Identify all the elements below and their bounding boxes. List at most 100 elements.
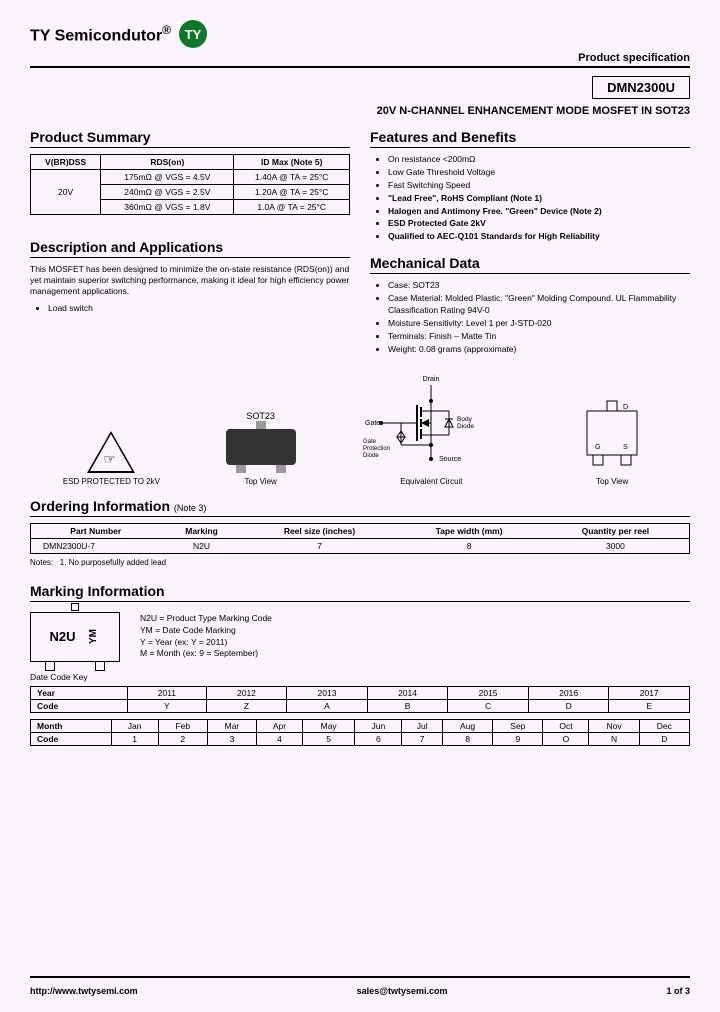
ordering-header: Marking	[160, 523, 242, 538]
sot23-label: SOT23	[226, 411, 296, 421]
code-cell: Dec	[639, 719, 689, 732]
year-header: Year	[31, 686, 128, 699]
code-cell: Jul	[402, 719, 443, 732]
mechanical-item: Case Material: Molded Plastic. "Green" M…	[388, 293, 690, 317]
ordering-cell: 3000	[542, 538, 690, 553]
summary-cell: 1.40A @ TA = 25°C	[234, 170, 350, 185]
code-cell: B	[367, 699, 448, 712]
svg-text:Drain: Drain	[423, 376, 440, 383]
ordering-header: Quantity per reel	[542, 523, 690, 538]
summary-cell: 175mΩ @ VGS = 4.5V	[101, 170, 234, 185]
code-cell: 1	[111, 732, 158, 745]
summary-table: V(BR)DSS RDS(on) ID Max (Note 5) 20V 175…	[30, 154, 350, 215]
marking-desc-line: M = Month (ex: 9 = September)	[140, 648, 272, 660]
mechanical-list: Case: SOT23Case Material: Molded Plastic…	[370, 280, 690, 355]
pinout-caption: Top View	[567, 477, 657, 486]
code-cell: 3	[207, 732, 256, 745]
company-name: TY Semicondutor®	[30, 23, 171, 45]
svg-text:D: D	[623, 404, 628, 411]
datecode-label: Date Code Key	[30, 672, 690, 682]
mechanical-item: Terminals: Finish – Matte Tin	[388, 331, 690, 343]
footer-email: sales@twtysemi.com	[357, 986, 448, 996]
svg-text:Gate: Gate	[363, 439, 377, 445]
mechanical-title: Mechanical Data	[370, 255, 690, 274]
summary-h1: RDS(on)	[101, 155, 234, 170]
feature-item: Low Gate Threshold Voltage	[388, 167, 690, 179]
code-cell: 4	[257, 732, 303, 745]
code-cell: Sep	[493, 719, 543, 732]
page-footer: http://www.twtysemi.com sales@twtysemi.c…	[30, 976, 690, 996]
circuit-svg-icon: Drain Body Diode Gate	[361, 373, 501, 473]
code-cell: D	[528, 699, 609, 712]
marking-chip-icon: N2U YM	[30, 612, 120, 662]
summary-title: Product Summary	[30, 129, 350, 148]
svg-text:G: G	[595, 444, 600, 451]
company-logo: TY	[179, 20, 207, 48]
feature-item: Qualified to AEC-Q101 Standards for High…	[388, 231, 690, 243]
month-code-table: MonthJanFebMarAprMayJunJulAugSepOctNovDe…	[30, 719, 690, 746]
spec-label: Product specification	[30, 52, 690, 64]
ordering-header: Tape width (mm)	[396, 523, 542, 538]
feature-item: "Lead Free", RoHS Compliant (Note 1)	[388, 193, 690, 205]
apps-list: Load switch	[30, 303, 350, 315]
feature-item: Fast Switching Speed	[388, 180, 690, 192]
code-cell: Apr	[257, 719, 303, 732]
summary-cell: 240mΩ @ VGS = 2.5V	[101, 185, 234, 200]
circuit-caption: Equivalent Circuit	[361, 477, 501, 486]
code-cell: 9	[493, 732, 543, 745]
code-cell: C	[448, 699, 529, 712]
footer-page: 1 of 3	[666, 986, 690, 996]
code-cell: 5	[302, 732, 354, 745]
code-cell: E	[609, 699, 690, 712]
code-cell: May	[302, 719, 354, 732]
ordering-header: Part Number	[31, 523, 161, 538]
code-cell: A	[287, 699, 368, 712]
feature-item: ESD Protected Gate 2kV	[388, 218, 690, 230]
svg-text:Diode: Diode	[363, 453, 379, 459]
marking-title: Marking Information	[30, 583, 690, 602]
diagrams-row: ☞ ESD PROTECTED TO 2kV SOT23 Top View Dr…	[30, 373, 690, 486]
marking-desc-line: N2U = Product Type Marking Code	[140, 613, 272, 625]
marking-desc-line: YM = Date Code Marking	[140, 625, 272, 637]
code-cell: 2012	[206, 686, 287, 699]
code-cell: 2011	[128, 686, 207, 699]
code-cell: 7	[402, 732, 443, 745]
marking-desc-line: Y = Year (ex: Y = 2011)	[140, 637, 272, 649]
code-cell: Mar	[207, 719, 256, 732]
package-diagram: SOT23 Top View	[226, 411, 296, 486]
features-list: On resistance <200mΩLow Gate Threshold V…	[370, 154, 690, 243]
description-text: This MOSFET has been designed to minimiz…	[30, 264, 350, 297]
pinout-diagram: D G S Top View	[567, 393, 657, 486]
summary-cell: 360mΩ @ VGS = 1.8V	[101, 200, 234, 215]
feature-item: Halogen and Antimony Free. "Green" Devic…	[388, 206, 690, 218]
ordering-notes: Notes: 1. No purposefully added lead	[30, 558, 690, 567]
company-header: TY Semicondutor® TY	[30, 20, 690, 48]
ordering-cell: 8	[396, 538, 542, 553]
summary-cell: 1.0A @ TA = 25°C	[234, 200, 350, 215]
esd-diagram: ☞ ESD PROTECTED TO 2kV	[63, 431, 160, 486]
marking-chip-main: N2U	[49, 629, 75, 644]
code-cell: Jan	[111, 719, 158, 732]
code-cell: Aug	[442, 719, 492, 732]
description-title: Description and Applications	[30, 239, 350, 258]
code-cell: 2016	[528, 686, 609, 699]
marking-row: N2U YM N2U = Product Type Marking CodeYM…	[30, 612, 690, 662]
summary-cell: 1.20A @ TA = 25°C	[234, 185, 350, 200]
code-cell: 6	[355, 732, 402, 745]
mechanical-item: Case: SOT23	[388, 280, 690, 292]
code-cell: Z	[206, 699, 287, 712]
code-cell: 2017	[609, 686, 690, 699]
circuit-diagram: Drain Body Diode Gate	[361, 373, 501, 486]
ordering-cell: DMN2300U-7	[31, 538, 161, 553]
svg-text:Diode: Diode	[457, 423, 474, 430]
month-header: Month	[31, 719, 112, 732]
ordering-cell: 7	[243, 538, 397, 553]
svg-text:Body: Body	[457, 416, 473, 423]
ordering-title: Ordering Information (Note 3)	[30, 498, 690, 517]
month-code-header: Code	[31, 732, 112, 745]
part-number-box: DMN2300U	[592, 76, 690, 99]
marking-chip-side: YM	[88, 629, 99, 644]
sot23-caption: Top View	[226, 477, 296, 486]
marking-description: N2U = Product Type Marking CodeYM = Date…	[140, 613, 272, 661]
svg-text:Gate: Gate	[365, 420, 380, 427]
